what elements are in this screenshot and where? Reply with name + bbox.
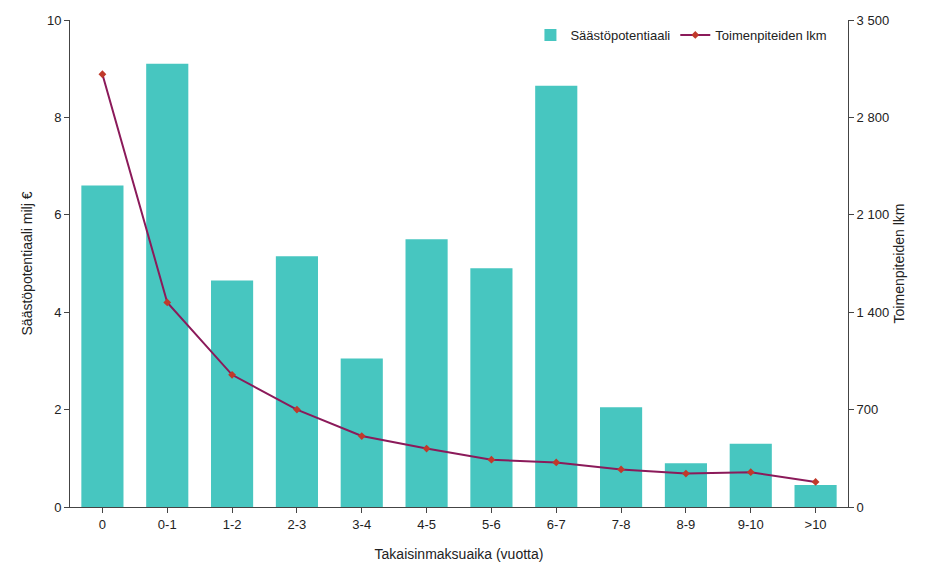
svg-text:Toimenpiteiden lkm: Toimenpiteiden lkm (891, 204, 907, 324)
svg-text:5-6: 5-6 (482, 517, 501, 532)
svg-text:3-4: 3-4 (352, 517, 371, 532)
svg-text:2 800: 2 800 (857, 110, 890, 125)
svg-text:4: 4 (54, 305, 61, 320)
svg-text:7-8: 7-8 (612, 517, 631, 532)
svg-text:10: 10 (47, 13, 61, 28)
svg-text:Säästöpotentiaali milj €: Säästöpotentiaali milj € (19, 191, 35, 335)
svg-text:6-7: 6-7 (547, 517, 566, 532)
svg-text:>10: >10 (805, 517, 827, 532)
svg-text:Säästöpotentiaali: Säästöpotentiaali (570, 28, 670, 43)
svg-text:0: 0 (99, 517, 106, 532)
svg-text:4-5: 4-5 (417, 517, 436, 532)
svg-text:8: 8 (54, 110, 61, 125)
svg-text:700: 700 (857, 402, 879, 417)
svg-text:3 500: 3 500 (857, 13, 890, 28)
svg-text:1 400: 1 400 (857, 305, 890, 320)
svg-text:Toimenpiteiden lkm: Toimenpiteiden lkm (715, 28, 826, 43)
svg-text:0: 0 (857, 500, 864, 515)
svg-text:9-10: 9-10 (738, 517, 764, 532)
svg-text:6: 6 (54, 207, 61, 222)
svg-text:2-3: 2-3 (288, 517, 307, 532)
svg-text:1-2: 1-2 (223, 517, 242, 532)
svg-text:0: 0 (54, 500, 61, 515)
svg-text:2: 2 (54, 402, 61, 417)
svg-text:0-1: 0-1 (158, 517, 177, 532)
svg-text:2 100: 2 100 (857, 207, 890, 222)
svg-text:8-9: 8-9 (677, 517, 696, 532)
svg-text:Takaisinmaksuaika (vuotta): Takaisinmaksuaika (vuotta) (375, 546, 544, 562)
